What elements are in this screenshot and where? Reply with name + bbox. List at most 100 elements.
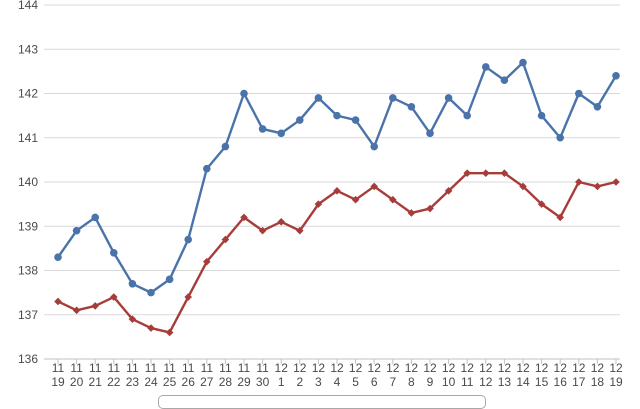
x-tick-label-month: 12 xyxy=(442,361,456,375)
x-tick-label-day: 29 xyxy=(237,375,251,389)
x-tick-label-month: 12 xyxy=(423,361,437,375)
data-point xyxy=(444,187,453,195)
data-point xyxy=(593,182,602,191)
data-point xyxy=(110,249,118,257)
data-point xyxy=(184,293,192,301)
series-1 xyxy=(54,58,620,297)
x-tick-label-day: 20 xyxy=(70,375,84,389)
x-tick-label-day: 22 xyxy=(107,375,121,389)
y-tick-label: 143 xyxy=(18,42,38,56)
data-point xyxy=(444,94,453,102)
data-point xyxy=(240,213,248,222)
x-tick-label-month: 12 xyxy=(386,361,400,375)
data-point xyxy=(91,213,99,222)
data-point xyxy=(500,76,509,85)
y-tick-label: 142 xyxy=(18,87,38,101)
y-tick-label: 144 xyxy=(18,0,38,12)
x-tick-label-month: 12 xyxy=(293,361,307,375)
data-point xyxy=(351,116,360,124)
data-point xyxy=(258,226,267,235)
series-lines xyxy=(54,58,620,337)
data-point xyxy=(389,94,397,102)
data-point xyxy=(128,315,137,323)
data-point xyxy=(556,133,564,142)
x-tick-label-month: 12 xyxy=(405,361,419,375)
data-point xyxy=(277,129,286,138)
series-line xyxy=(57,171,617,334)
x-tick-label-day: 27 xyxy=(200,375,214,389)
series-2 xyxy=(54,169,620,337)
data-point xyxy=(370,142,379,151)
x-tick-label-month: 12 xyxy=(312,361,326,375)
data-point xyxy=(110,293,118,301)
x-tick-label-day: 1 xyxy=(278,375,285,389)
data-point xyxy=(296,226,304,235)
x-tick-label-month: 11 xyxy=(201,361,214,375)
x-tick-label-day: 7 xyxy=(389,375,396,389)
x-tick-label-month: 11 xyxy=(126,361,139,375)
data-point xyxy=(556,213,564,222)
x-tick-label-month: 12 xyxy=(275,361,289,375)
x-tick-label-month: 12 xyxy=(368,361,382,375)
x-tick-label-day: 6 xyxy=(371,375,378,389)
data-point xyxy=(519,58,527,67)
x-tick-label-month: 11 xyxy=(145,361,158,375)
data-point xyxy=(221,142,230,151)
x-tick-label-day: 18 xyxy=(591,375,605,389)
data-point xyxy=(500,169,509,177)
x-tick-label-month: 11 xyxy=(89,361,102,375)
x-tick-label-day: 23 xyxy=(126,375,140,389)
x-tick-label-month: 12 xyxy=(479,361,493,375)
legend xyxy=(158,395,486,409)
data-point xyxy=(482,63,490,71)
data-point xyxy=(612,178,620,186)
x-tick-label-month: 11 xyxy=(182,361,195,375)
x-tick-label-month: 11 xyxy=(238,361,251,375)
x-tick-label-month: 11 xyxy=(108,361,121,375)
data-point xyxy=(184,235,192,244)
series-line xyxy=(57,61,618,294)
data-point xyxy=(314,200,323,208)
data-point xyxy=(91,302,99,310)
y-axis-ticks: 136 137 138 139 140 141 142 143 144 xyxy=(18,0,38,366)
data-point xyxy=(203,164,211,173)
x-tick-label-month: 11 xyxy=(52,361,65,375)
data-point xyxy=(407,209,416,217)
x-tick-label-day: 4 xyxy=(334,375,341,389)
data-point xyxy=(426,204,434,213)
data-point xyxy=(128,279,137,288)
y-tick-label: 136 xyxy=(18,352,38,366)
data-point xyxy=(389,195,397,204)
data-point xyxy=(537,111,546,120)
x-tick-label-month: 11 xyxy=(163,361,176,375)
x-tick-label-month: 11 xyxy=(219,361,232,375)
x-tick-label-day: 2 xyxy=(296,375,303,389)
data-point xyxy=(351,195,360,204)
x-tick-label-day: 19 xyxy=(51,375,65,389)
data-point xyxy=(537,200,546,208)
x-tick-label-month: 12 xyxy=(498,361,512,375)
x-tick-label-month: 12 xyxy=(330,361,344,375)
x-tick-label-day: 8 xyxy=(408,375,415,389)
data-point xyxy=(72,306,81,315)
y-tick-label: 138 xyxy=(18,264,38,278)
x-tick-label-month: 12 xyxy=(609,361,623,375)
x-tick-label-day: 5 xyxy=(352,375,359,389)
data-point xyxy=(575,89,583,98)
x-tick-label-month: 12 xyxy=(554,361,568,375)
data-point xyxy=(240,89,248,98)
data-point xyxy=(277,218,285,226)
x-tick-label-day: 10 xyxy=(442,375,456,389)
x-tick-label-day: 17 xyxy=(572,375,586,389)
data-point xyxy=(463,111,472,120)
data-point xyxy=(147,324,155,332)
x-tick-label-month: 12 xyxy=(572,361,586,375)
data-point xyxy=(165,275,174,284)
data-point xyxy=(463,169,471,177)
data-point xyxy=(147,288,155,297)
x-tick-label-month: 11 xyxy=(256,361,269,375)
data-point xyxy=(482,169,490,177)
gridlines xyxy=(44,4,620,360)
data-point xyxy=(407,102,416,111)
